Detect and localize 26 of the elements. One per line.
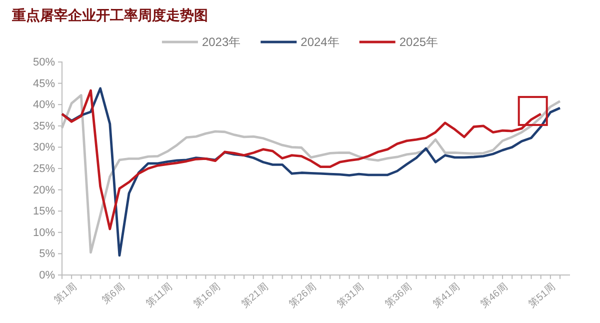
x-tick-label: 第26周 — [286, 280, 318, 310]
legend-label: 2023年 — [202, 35, 241, 49]
y-tick-label: 50% — [32, 56, 56, 69]
legend-label: 2024年 — [300, 35, 340, 49]
x-tick-label: 第11周 — [144, 280, 175, 310]
x-tick-label: 第16周 — [191, 280, 223, 310]
y-tick-label: 45% — [32, 78, 56, 90]
y-tick-label: 10% — [32, 226, 56, 239]
y-tick-label: 20% — [32, 184, 56, 196]
y-tick-label: 15% — [32, 206, 56, 218]
x-tick-label: 第1周 — [52, 280, 79, 307]
y-tick-label: 30% — [32, 142, 56, 154]
y-tick-label: 0% — [39, 270, 56, 282]
y-tick-label: 40% — [32, 99, 56, 112]
x-tick-label: 第51周 — [526, 280, 558, 310]
x-tick-label: 第36周 — [382, 280, 414, 310]
y-tick-label: 35% — [32, 120, 56, 132]
chart-title: 重点屠宰企业开工率周度走势图 — [11, 7, 208, 24]
x-tick-label: 第46周 — [478, 280, 510, 310]
x-tick-label: 第21周 — [238, 280, 271, 310]
y-tick-label: 5% — [39, 248, 56, 260]
y-tick-label: 25% — [32, 163, 56, 176]
legend-label: 2025年 — [399, 35, 438, 49]
x-tick-label: 第6周 — [100, 280, 127, 307]
x-tick-label: 第41周 — [430, 280, 462, 310]
x-tick-label: 第31周 — [334, 280, 366, 310]
